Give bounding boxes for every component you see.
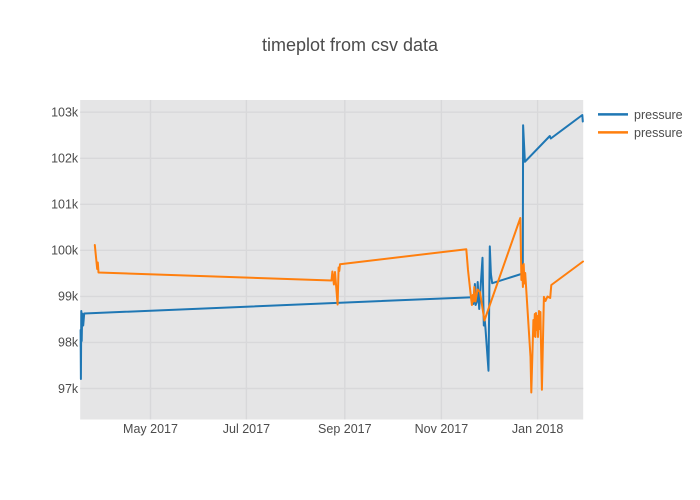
svg-text:Jul 2017: Jul 2017: [223, 422, 270, 436]
svg-text:pressure: pressure: [634, 126, 683, 140]
svg-text:97k: 97k: [58, 382, 79, 396]
svg-text:98k: 98k: [58, 336, 79, 350]
svg-text:101k: 101k: [51, 198, 79, 212]
svg-text:May 2017: May 2017: [123, 422, 178, 436]
svg-text:100k: 100k: [51, 244, 79, 258]
svg-text:99k: 99k: [58, 290, 79, 304]
svg-text:timeplot from csv data: timeplot from csv data: [262, 35, 439, 55]
svg-text:103k: 103k: [51, 106, 79, 120]
svg-text:Jan 2018: Jan 2018: [512, 422, 563, 436]
svg-text:Sep 2017: Sep 2017: [318, 422, 372, 436]
svg-text:102k: 102k: [51, 152, 79, 166]
svg-text:Nov 2017: Nov 2017: [415, 422, 469, 436]
svg-text:pressure: pressure: [634, 108, 683, 122]
